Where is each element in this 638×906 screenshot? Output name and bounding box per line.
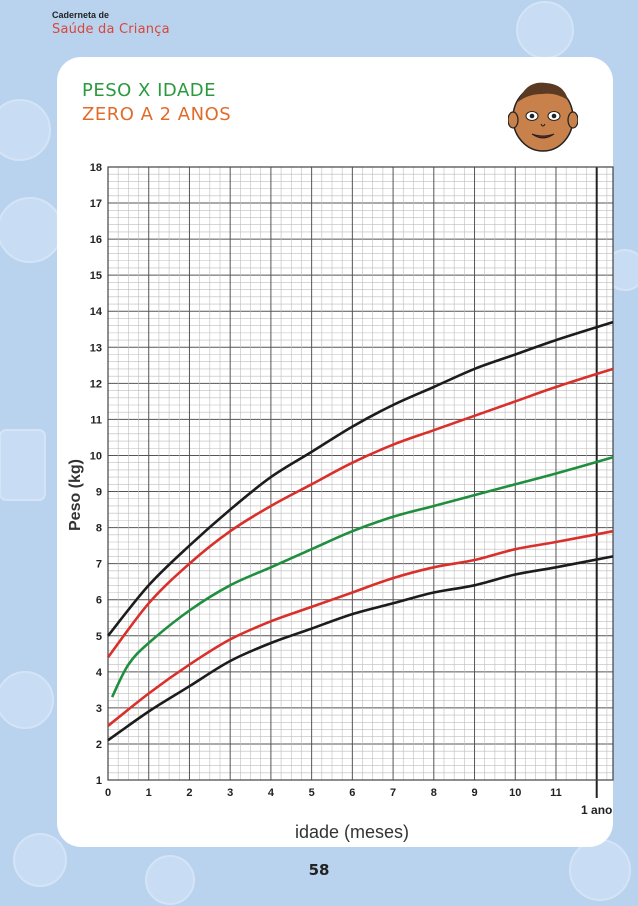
x-tick-label: 5 xyxy=(309,787,315,799)
baby-face-icon xyxy=(508,82,578,152)
page-number: 58 xyxy=(308,861,330,879)
ball-icon xyxy=(516,1,574,59)
y-tick-label: 9 xyxy=(96,487,102,499)
y-tick-label: 13 xyxy=(90,342,102,354)
ball-icon xyxy=(13,833,67,887)
y-tick-label: 11 xyxy=(90,414,102,426)
y-tick-label: 10 xyxy=(90,450,102,462)
x-tick-label: 6 xyxy=(349,787,355,799)
chart-title-line1: PESO X IDADE xyxy=(82,80,216,101)
curve-black-0 xyxy=(107,555,614,742)
chart-curves xyxy=(106,320,614,742)
stroller-icon xyxy=(0,197,63,263)
header-small-title: Caderneta de xyxy=(52,10,110,20)
y-tick-label: 1 xyxy=(96,775,102,787)
y-tick-label: 8 xyxy=(96,523,102,535)
x-tick-label: 3 xyxy=(227,787,233,799)
curve-red-3 xyxy=(106,367,614,659)
y-tick-label: 7 xyxy=(96,559,102,571)
toy-icon xyxy=(0,99,51,161)
x-extra-label: 1 ano xyxy=(581,803,612,817)
x-tick-label: 0 xyxy=(105,787,111,799)
x-tick-label: 8 xyxy=(431,787,437,799)
curve-black-4 xyxy=(106,320,614,637)
y-tick-label: 14 xyxy=(90,306,103,318)
x-axis-label: idade (meses) xyxy=(295,822,409,842)
y-tick-label: 5 xyxy=(96,631,102,643)
chart-frame xyxy=(107,166,614,781)
x-tick-label: 7 xyxy=(390,787,396,799)
rattle-icon xyxy=(0,671,54,729)
y-tick-label: 2 xyxy=(96,739,102,751)
x-tick-label: 1 xyxy=(146,787,152,799)
y-axis-label: Peso (kg) xyxy=(67,459,84,531)
x-tick-label: 10 xyxy=(509,787,521,799)
x-tick-label: 2 xyxy=(186,787,192,799)
x-tick-label: 9 xyxy=(471,787,477,799)
y-tick-label: 16 xyxy=(90,234,102,246)
basketball-icon xyxy=(145,855,195,905)
x-axis-ticks: 0 1 2 3 4 5 6 7 8 9 10 11 xyxy=(105,787,562,799)
x-tick-label: 11 xyxy=(550,787,562,799)
y-tick-label: 18 xyxy=(90,162,102,174)
chart-grid xyxy=(107,166,614,798)
curve-red-1 xyxy=(107,529,614,727)
abc-blocks-icon xyxy=(0,429,46,501)
chart-title-line2: ZERO A 2 ANOS xyxy=(82,104,232,125)
y-tick-label: 3 xyxy=(96,703,102,715)
header: Caderneta de Saúde da Criança xyxy=(52,10,170,37)
y-tick-label: 17 xyxy=(90,198,102,210)
y-tick-label: 6 xyxy=(96,595,102,607)
curve-green-2 xyxy=(110,456,614,698)
x-tick-label: 4 xyxy=(268,787,275,799)
y-tick-label: 12 xyxy=(90,378,102,390)
y-tick-label: 15 xyxy=(90,270,102,282)
header-brand: Saúde da Criança xyxy=(52,22,170,37)
y-tick-label: 4 xyxy=(96,667,103,679)
